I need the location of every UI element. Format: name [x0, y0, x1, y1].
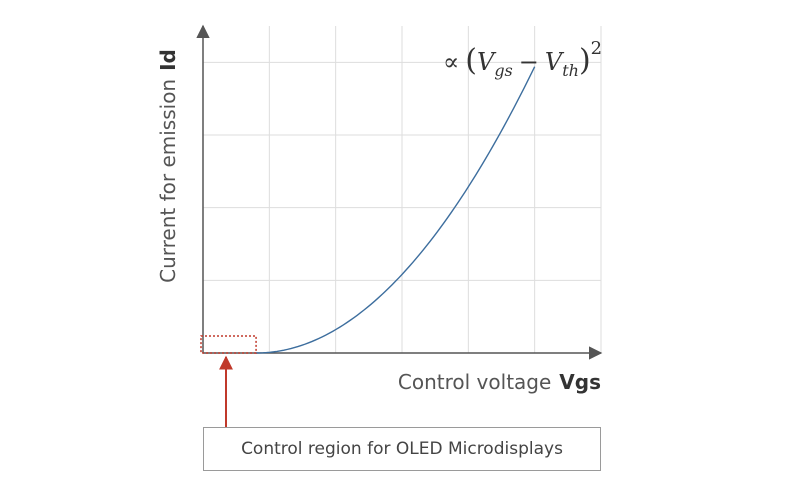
y-axis-label-text: Current for emission: [156, 79, 180, 283]
formula-minus: −: [519, 48, 539, 76]
x-axis-label-symbol: Vgs: [559, 370, 601, 394]
x-axis-label-text: Control voltage: [398, 370, 551, 394]
y-axis-label-symbol: Id: [156, 49, 180, 71]
callout-label: Control region for OLED Microdisplays: [241, 439, 563, 459]
formula-v1-sub: gs: [494, 61, 512, 80]
formula-v2-sub: th: [562, 61, 579, 80]
formula-proportional: ∝: [443, 48, 459, 76]
series-line-id: [256, 66, 536, 354]
formula-v1: V: [477, 48, 497, 76]
formula-exponent: 2: [591, 38, 602, 59]
formula-open-paren: (: [465, 43, 477, 78]
grid: [203, 26, 602, 353]
x-axis-label: Control voltage Vgs: [398, 370, 601, 394]
control-region-highlight: [200, 335, 257, 354]
formula-v2: V: [545, 48, 565, 76]
callout-box: Control region for OLED Microdisplays: [203, 427, 601, 471]
y-axis-label: Current for emission Id: [156, 49, 180, 283]
formula-annotation: ∝ (Vgs − Vth)2: [443, 38, 602, 80]
formula-close-paren: ): [579, 43, 591, 78]
